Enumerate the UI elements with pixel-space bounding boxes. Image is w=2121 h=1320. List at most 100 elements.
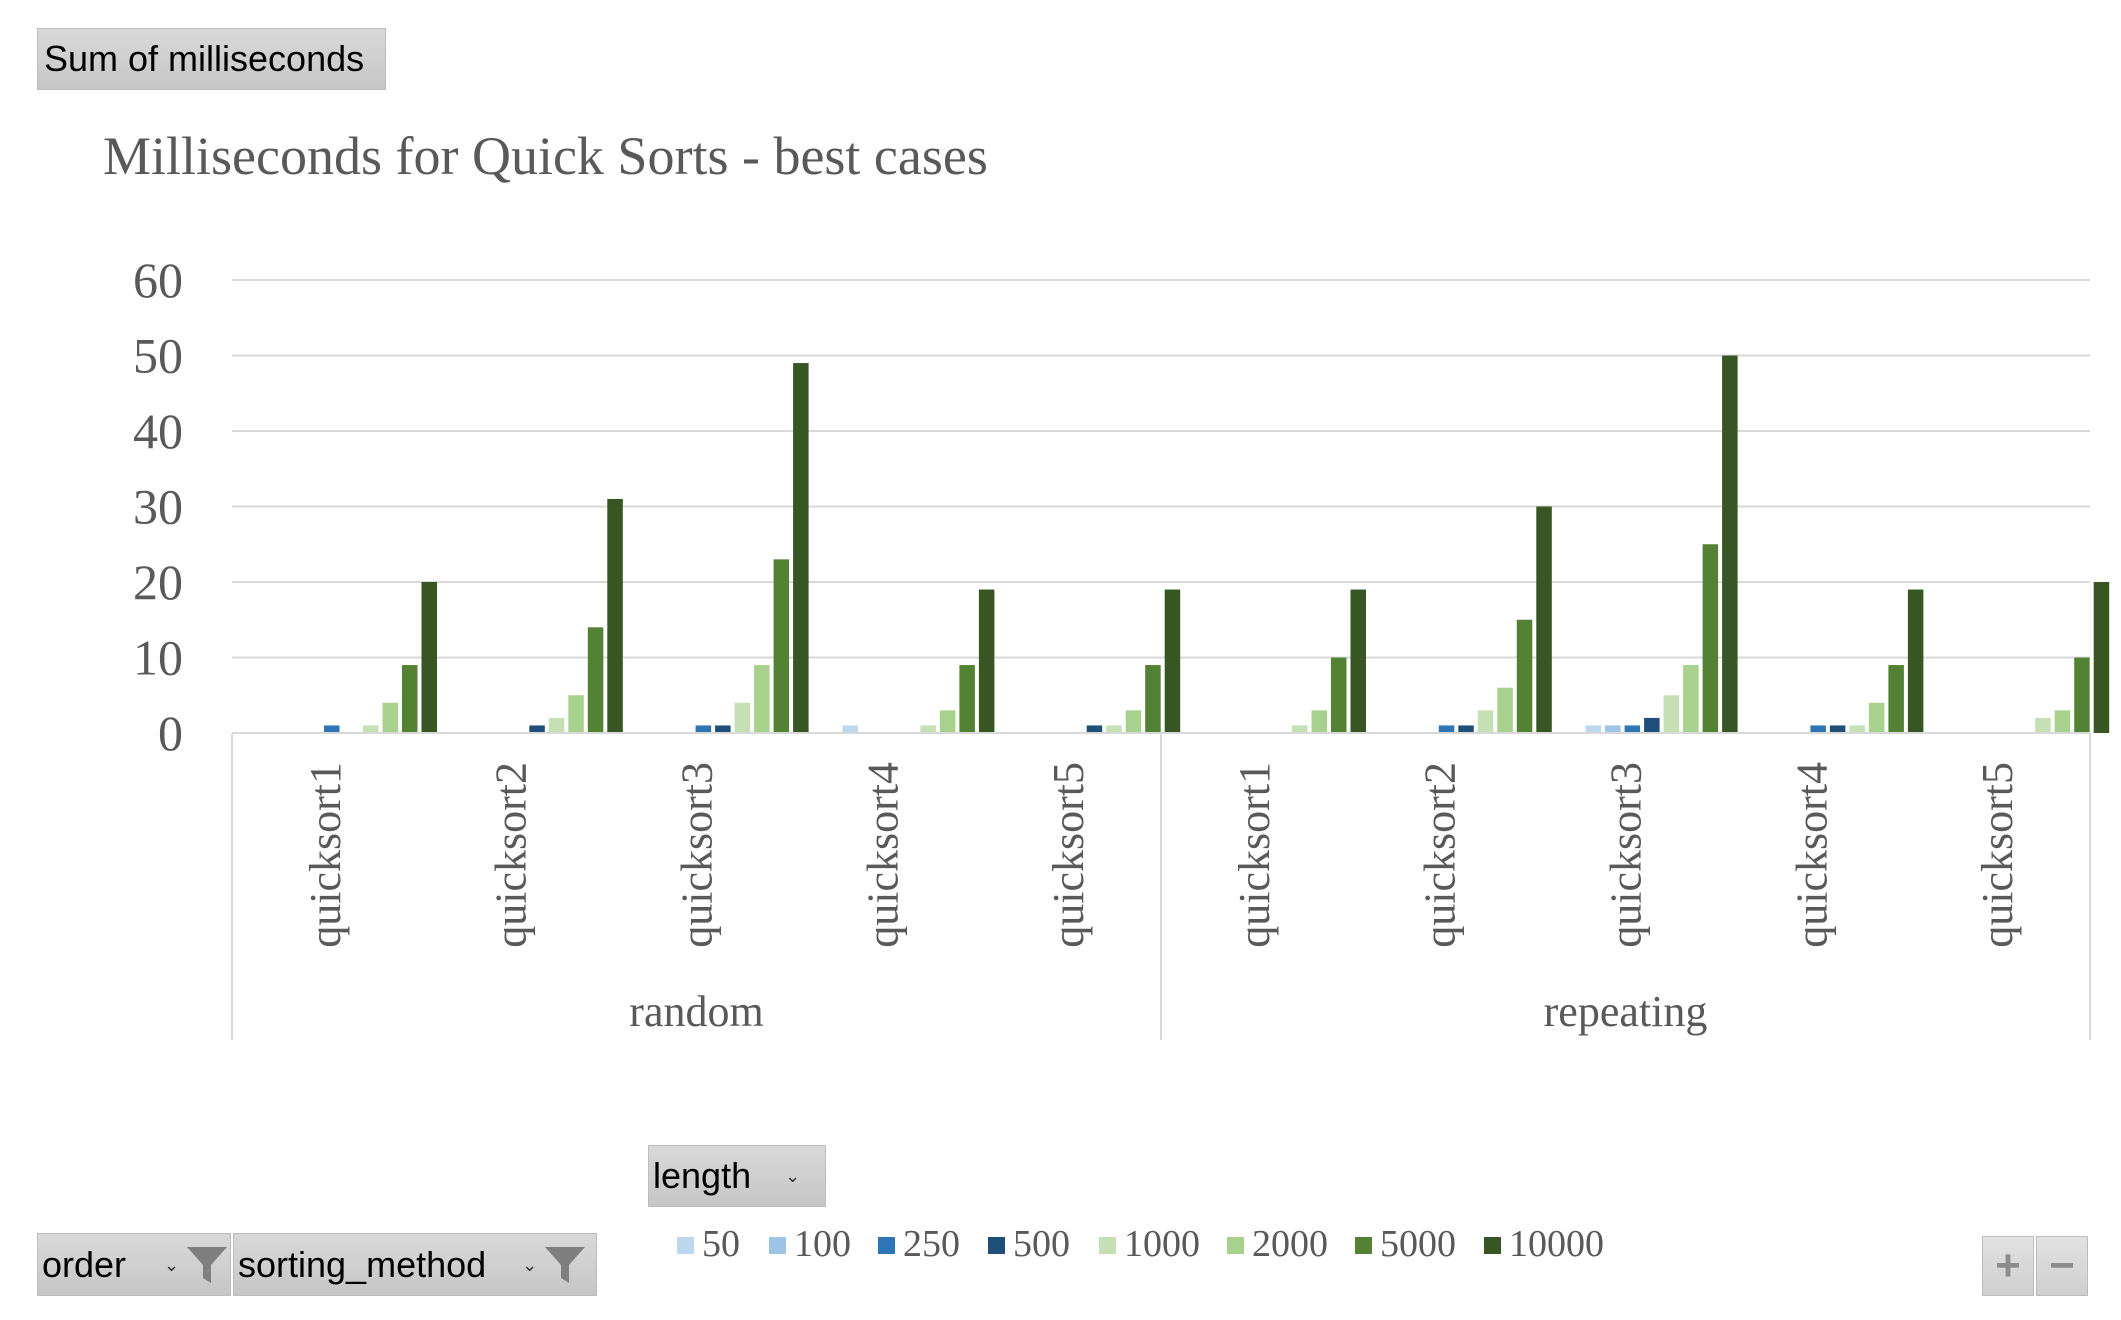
legend-swatch [1355, 1237, 1372, 1254]
bar-500-repeating-quicksort3 [1644, 717, 1660, 733]
bar-1000-repeating-quicksort1 [1292, 725, 1308, 733]
legend-label: 100 [794, 1223, 851, 1265]
x-category-label: quicksort3 [673, 762, 722, 948]
funnel-icon[interactable] [543, 1244, 587, 1286]
legend-swatch [769, 1237, 786, 1254]
minus-icon: − [2049, 1241, 2075, 1290]
bar-1000-repeating-quicksort2 [1477, 710, 1494, 733]
bar-50-repeating-quicksort3 [1585, 725, 1602, 733]
bar-5000-random-quicksort1 [402, 665, 418, 733]
y-tick-label: 50 [133, 328, 183, 384]
bar-1000-random-quicksort1 [363, 725, 379, 733]
bar-1000-repeating-quicksort3 [1663, 695, 1680, 733]
bar-10000-repeating-quicksort2 [1536, 506, 1552, 733]
legend-label: 2000 [1252, 1223, 1328, 1265]
x-group-label: repeating [1544, 987, 1708, 1036]
legend-label: 10000 [1509, 1223, 1604, 1265]
bar-500-random-quicksort5 [1086, 725, 1103, 733]
legend-swatch [1227, 1237, 1244, 1254]
chevron-down-icon[interactable]: ⌄ [522, 1254, 538, 1275]
bar-2000-repeating-quicksort5 [2054, 710, 2071, 733]
bar-2000-repeating-quicksort3 [1683, 665, 1699, 733]
x-category-labels: quicksort1 quicksort2 quicksort3 quicksort4… [301, 762, 2022, 948]
zoom-out-button[interactable]: − [2036, 1236, 2088, 1296]
bar-10000-random-quicksort4 [978, 589, 995, 733]
plus-icon: + [1995, 1241, 2021, 1290]
x-category-label: quicksort4 [858, 762, 907, 948]
chart-title: Milliseconds for Quick Sorts - best case… [103, 126, 988, 186]
axis-field-button-sorting-method[interactable]: sorting_method ⌄ [233, 1233, 597, 1296]
bar-5000-repeating-quicksort3 [1702, 544, 1719, 733]
bar-5000-repeating-quicksort5 [2074, 657, 2090, 733]
value-field-label: Sum of milliseconds [44, 38, 365, 79]
bar-250-repeating-quicksort3 [1624, 725, 1641, 733]
gridlines [232, 279, 2090, 659]
chevron-down-icon[interactable]: ⌄ [164, 1254, 180, 1275]
x-category-label: quicksort1 [301, 762, 350, 948]
bar-250-repeating-quicksort4 [1810, 725, 1826, 733]
x-category-label: quicksort4 [1787, 762, 1836, 948]
bar-250-random-quicksort1 [324, 725, 340, 733]
bar-1000-random-quicksort4 [920, 725, 936, 733]
bar-2000-repeating-quicksort1 [1311, 710, 1327, 733]
legend-label: 250 [903, 1223, 960, 1265]
bar-2000-repeating-quicksort4 [1868, 702, 1885, 733]
legend-label: 5000 [1380, 1223, 1456, 1265]
x-group-label: random [629, 987, 763, 1036]
x-category-label: quicksort3 [1602, 762, 1651, 948]
x-category-label: quicksort2 [487, 762, 536, 948]
legend-field-button[interactable]: length ⌄ [648, 1145, 826, 1207]
value-field-button[interactable]: Sum of milliseconds [37, 28, 386, 90]
y-tick-label: 10 [133, 630, 183, 686]
y-tick-label: 20 [133, 554, 183, 610]
axis-field-button-order[interactable]: order ⌄ [37, 1233, 231, 1296]
legend-label: 1000 [1124, 1223, 1200, 1265]
bar-500-repeating-quicksort2 [1458, 725, 1474, 733]
zoom-in-button[interactable]: + [1982, 1236, 2034, 1296]
legend-swatch [677, 1237, 694, 1254]
bar-250-random-quicksort3 [695, 725, 712, 733]
bar-100-repeating-quicksort3 [1605, 725, 1621, 733]
bar-1000-random-quicksort5 [1106, 725, 1122, 733]
bar-50-random-quicksort4 [842, 725, 858, 733]
bar-2000-random-quicksort1 [382, 702, 398, 733]
axis-field-label-sorting-method: sorting_method [238, 1243, 487, 1285]
x-category-label: quicksort1 [1230, 762, 1279, 948]
bar-10000-random-quicksort2 [607, 498, 623, 733]
bar-5000-random-quicksort4 [959, 665, 975, 733]
bar-10000-random-quicksort3 [793, 363, 809, 733]
x-category-label: quicksort5 [1973, 762, 2022, 948]
y-tick-label: 40 [133, 403, 183, 459]
x-category-label: quicksort5 [1044, 762, 1093, 948]
bar-10000-repeating-quicksort4 [1907, 589, 1924, 733]
bar-1000-random-quicksort2 [548, 717, 565, 733]
legend-swatch [1484, 1237, 1501, 1254]
bar-2000-random-quicksort3 [754, 665, 770, 733]
funnel-icon[interactable] [185, 1244, 229, 1286]
x-axis [231, 732, 2091, 1040]
bar-500-random-quicksort2 [529, 725, 545, 733]
y-tick-label: 0 [158, 705, 183, 761]
bar-1000-repeating-quicksort4 [1849, 725, 1865, 733]
bar-5000-repeating-quicksort2 [1516, 619, 1533, 733]
legend-swatch [878, 1237, 895, 1254]
bar-10000-repeating-quicksort5 [2093, 582, 2110, 733]
bar-2000-random-quicksort4 [939, 710, 956, 733]
chevron-down-icon[interactable]: ⌄ [785, 1166, 801, 1186]
bars [324, 355, 2110, 733]
x-category-label: quicksort2 [1416, 762, 1465, 948]
legend-field-label: length [653, 1155, 752, 1196]
bar-1000-random-quicksort3 [734, 702, 751, 733]
legend-swatch [1099, 1237, 1116, 1254]
legend: 50 100 250 500 1000 2000 5000 10000 [677, 1223, 1604, 1265]
bar-2000-repeating-quicksort2 [1497, 687, 1513, 733]
y-tick-label: 30 [133, 479, 183, 535]
bar-5000-random-quicksort2 [587, 627, 604, 733]
legend-label: 500 [1013, 1223, 1070, 1265]
bar-250-repeating-quicksort2 [1438, 725, 1455, 733]
bar-2000-random-quicksort2 [568, 695, 584, 733]
axis-field-label-order: order [42, 1243, 127, 1285]
bar-5000-repeating-quicksort4 [1888, 665, 1904, 733]
y-axis-ticks: 0 10 20 30 40 50 60 [133, 252, 183, 761]
